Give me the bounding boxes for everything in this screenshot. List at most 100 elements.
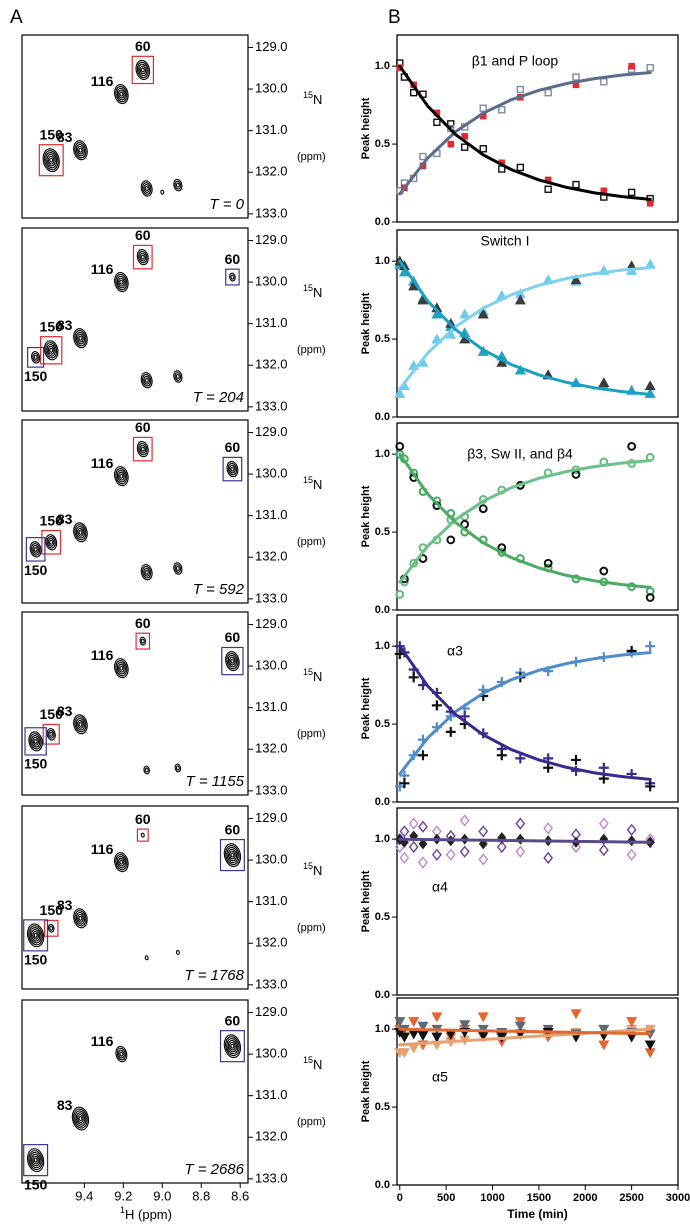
contour xyxy=(43,340,59,361)
y-tick-label: 133.0 xyxy=(255,590,288,605)
peak-label: 60 xyxy=(225,439,241,455)
y-tick-label: 132.0 xyxy=(255,357,288,372)
contour xyxy=(30,929,41,942)
peak-label: 150 xyxy=(24,368,48,384)
fit-line xyxy=(398,266,652,391)
y-tick-label: 131.0 xyxy=(255,699,288,714)
x-tick-label: 1500 xyxy=(527,1192,551,1204)
contour xyxy=(28,731,43,752)
point xyxy=(433,118,441,126)
contour xyxy=(74,142,87,159)
point xyxy=(598,1024,610,1035)
contour xyxy=(114,852,129,873)
x-axis-label: 1H (ppm) xyxy=(120,1205,172,1222)
contour xyxy=(142,182,152,195)
point xyxy=(598,762,609,773)
peak xyxy=(114,272,129,293)
peak-label: 60 xyxy=(135,419,151,435)
point xyxy=(408,1029,420,1040)
annotation: T = 204 xyxy=(193,389,244,406)
peak-label: 60 xyxy=(135,811,151,827)
point xyxy=(445,848,456,861)
contour xyxy=(119,473,124,479)
contour xyxy=(78,529,83,535)
contour xyxy=(136,61,149,79)
peak xyxy=(114,466,129,487)
plot-frame xyxy=(396,422,679,611)
contour xyxy=(226,1038,239,1055)
peak xyxy=(71,1106,90,1131)
contour xyxy=(173,562,183,575)
contour xyxy=(114,658,129,679)
contour xyxy=(116,87,127,101)
contour xyxy=(42,148,60,173)
y-tick-label: 132.0 xyxy=(255,741,288,756)
x-axis-label: Time (min) xyxy=(507,1207,567,1221)
contour xyxy=(115,85,128,103)
y-axis-label: 15N xyxy=(303,283,322,300)
y-tick-label: 0.0 xyxy=(375,796,390,808)
point xyxy=(572,73,580,81)
contour xyxy=(75,1112,86,1125)
point xyxy=(447,120,455,128)
contour xyxy=(74,330,87,347)
x-tick-label: 0 xyxy=(397,1192,403,1204)
peak xyxy=(175,949,180,955)
contour xyxy=(143,567,151,577)
point xyxy=(628,62,635,70)
y-tick-label: 0.0 xyxy=(375,411,390,423)
contour xyxy=(229,850,236,860)
contour xyxy=(227,848,238,862)
peak-box xyxy=(219,838,245,872)
annotation: T = 1155 xyxy=(185,773,244,790)
point xyxy=(417,1021,429,1032)
contour xyxy=(73,328,88,349)
peak-box xyxy=(23,919,49,952)
y-tick-label: 0.5 xyxy=(375,911,390,923)
peak xyxy=(73,328,88,349)
contour xyxy=(138,63,148,77)
contour xyxy=(140,372,153,389)
contour xyxy=(49,347,54,353)
point xyxy=(543,558,553,568)
contour xyxy=(175,565,180,572)
contour xyxy=(142,373,152,387)
point xyxy=(516,163,525,172)
contour xyxy=(78,1116,83,1122)
contour xyxy=(33,932,38,938)
contour xyxy=(139,65,147,75)
point xyxy=(514,1021,526,1032)
contour xyxy=(45,534,58,551)
point xyxy=(626,823,637,836)
point xyxy=(645,781,656,792)
contour xyxy=(78,721,83,727)
y-axis-label: 15N xyxy=(303,667,322,684)
peak-label: 60 xyxy=(135,38,151,54)
y-tick-label: 132.0 xyxy=(255,549,288,564)
y-tick-label: 131.0 xyxy=(255,122,288,137)
contour xyxy=(73,714,88,735)
peak xyxy=(47,923,55,933)
peak xyxy=(173,562,183,575)
peak xyxy=(30,351,41,364)
x-tick-label: 9.4 xyxy=(75,1188,93,1203)
y-tick-label: 133.0 xyxy=(255,205,288,220)
point xyxy=(479,104,487,112)
point xyxy=(496,840,507,854)
point xyxy=(394,648,405,659)
peak xyxy=(46,727,56,741)
peak xyxy=(139,636,147,646)
point xyxy=(408,817,419,830)
peak xyxy=(160,189,165,195)
contour xyxy=(33,1157,38,1163)
x-tick-label: 500 xyxy=(437,1192,455,1204)
contour xyxy=(45,152,58,169)
peak-box xyxy=(43,919,59,937)
contour xyxy=(174,372,182,381)
contour xyxy=(175,182,180,188)
contour xyxy=(225,845,240,866)
point xyxy=(598,843,609,857)
plot-frame xyxy=(396,229,679,418)
point xyxy=(461,132,468,140)
point xyxy=(496,750,507,761)
